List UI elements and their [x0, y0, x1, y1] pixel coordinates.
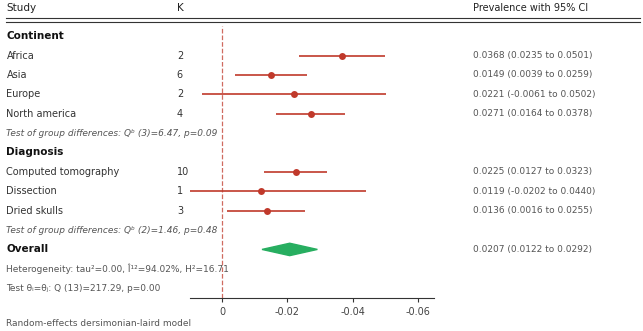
Text: Dissection: Dissection	[6, 186, 57, 196]
Text: 6: 6	[177, 70, 183, 80]
Text: Diagnosis: Diagnosis	[6, 148, 64, 158]
Text: 0.0368 (0.0235 to 0.0501): 0.0368 (0.0235 to 0.0501)	[473, 51, 592, 60]
Text: 10: 10	[177, 167, 189, 177]
Text: Heterogeneity: tau²=0.00, Î¹²=94.02%, H²=16.71: Heterogeneity: tau²=0.00, Î¹²=94.02%, H²…	[6, 263, 230, 274]
Text: North america: North america	[6, 109, 77, 119]
Text: Continent: Continent	[6, 31, 64, 41]
Text: Study: Study	[6, 3, 37, 13]
Text: 0.0207 (0.0122 to 0.0292): 0.0207 (0.0122 to 0.0292)	[473, 245, 592, 254]
Text: K: K	[177, 3, 183, 13]
Text: Computed tomography: Computed tomography	[6, 167, 120, 177]
Polygon shape	[262, 243, 318, 256]
Text: 3: 3	[177, 206, 183, 216]
Text: 0.0149 (0.0039 to 0.0259): 0.0149 (0.0039 to 0.0259)	[473, 71, 592, 79]
Text: Test of group differences: Qᵇ (2)=1.46, p=0.48: Test of group differences: Qᵇ (2)=1.46, …	[6, 225, 218, 235]
Text: 0.0225 (0.0127 to 0.0323): 0.0225 (0.0127 to 0.0323)	[473, 167, 592, 176]
Text: Europe: Europe	[6, 89, 41, 99]
Text: 0.0119 (-0.0202 to 0.0440): 0.0119 (-0.0202 to 0.0440)	[473, 187, 595, 196]
Text: Asia: Asia	[6, 70, 27, 80]
Text: 0.0136 (0.0016 to 0.0255): 0.0136 (0.0016 to 0.0255)	[473, 206, 592, 215]
Text: 2: 2	[177, 51, 183, 61]
Text: Africa: Africa	[6, 51, 34, 61]
Text: 4: 4	[177, 109, 183, 119]
Text: Test of group differences: Qᵇ (3)=6.47, p=0.09: Test of group differences: Qᵇ (3)=6.47, …	[6, 129, 218, 138]
Text: Overall: Overall	[6, 244, 49, 255]
Text: Random-effects dersimonian-laird model: Random-effects dersimonian-laird model	[6, 319, 192, 328]
Text: Test θᵢ=θⱼ: Q (13)=217.29, p=0.00: Test θᵢ=θⱼ: Q (13)=217.29, p=0.00	[6, 284, 161, 293]
Text: 1: 1	[177, 186, 183, 196]
Text: Prevalence with 95% CI: Prevalence with 95% CI	[473, 3, 588, 13]
Text: Dried skulls: Dried skulls	[6, 206, 64, 216]
Text: 2: 2	[177, 89, 183, 99]
Text: 0.0221 (-0.0061 to 0.0502): 0.0221 (-0.0061 to 0.0502)	[473, 90, 595, 99]
Text: 0.0271 (0.0164 to 0.0378): 0.0271 (0.0164 to 0.0378)	[473, 109, 592, 118]
